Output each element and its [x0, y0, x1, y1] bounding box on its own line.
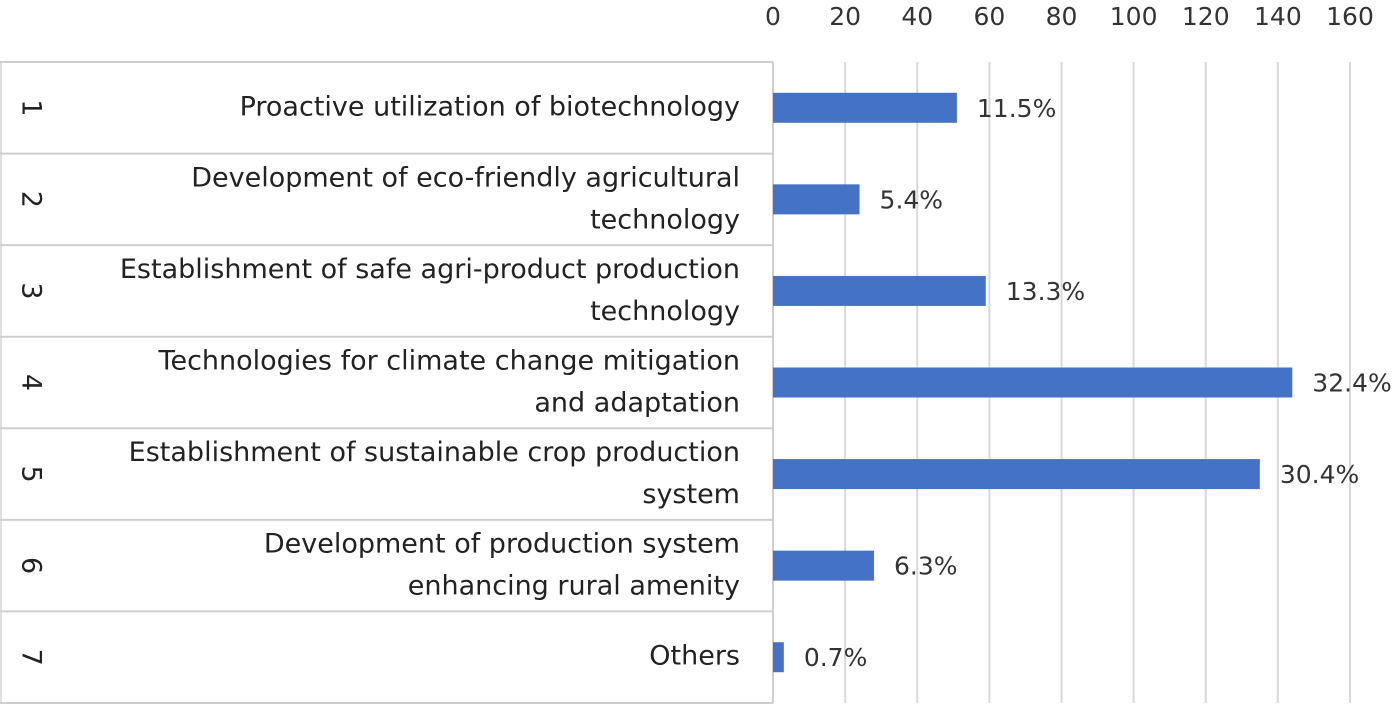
category-id: 7: [16, 649, 47, 666]
category-label: Proactive utilization of biotechnology: [240, 91, 740, 122]
value-label: 32.4%: [1312, 369, 1391, 398]
value-label: 0.7%: [804, 643, 868, 672]
category-label: Development of production system enhancin…: [264, 528, 740, 601]
category-id: 6: [16, 557, 47, 574]
value-label: 5.4%: [880, 185, 944, 214]
bar: [773, 459, 1260, 490]
category-id: 4: [16, 374, 47, 391]
bar: [773, 550, 874, 581]
category-id: 2: [16, 191, 47, 208]
category-id: 1: [16, 99, 47, 116]
value-label: 30.4%: [1280, 460, 1359, 489]
category-id: 5: [16, 465, 47, 482]
value-label: 6.3%: [894, 552, 958, 581]
value-label: 11.5%: [977, 94, 1056, 123]
bar: [773, 184, 860, 215]
bar: [773, 275, 986, 306]
x-tick-label: 160: [1326, 2, 1374, 31]
category-label: Others: [649, 641, 740, 672]
x-tick-label: 80: [1046, 2, 1078, 31]
category-label: Technologies for climate change mitigati…: [158, 345, 740, 418]
x-tick-label: 60: [973, 2, 1005, 31]
bar: [773, 92, 957, 123]
bar: [773, 367, 1293, 398]
bar: [773, 642, 784, 673]
x-tick-label: 20: [829, 2, 861, 31]
category-label: Establishment of sustainable crop produc…: [129, 437, 740, 510]
category-label: Establishment of safe agri-product produ…: [120, 253, 740, 326]
value-label: 13.3%: [1006, 277, 1085, 306]
x-tick-label: 100: [1110, 2, 1158, 31]
x-tick-label: 0: [765, 2, 781, 31]
x-tick-label: 140: [1254, 2, 1302, 31]
x-tick-label: 40: [901, 2, 933, 31]
x-tick-label: 120: [1182, 2, 1230, 31]
category-id: 3: [16, 282, 47, 299]
category-label: Development of eco-friendly agricultural…: [191, 162, 740, 235]
